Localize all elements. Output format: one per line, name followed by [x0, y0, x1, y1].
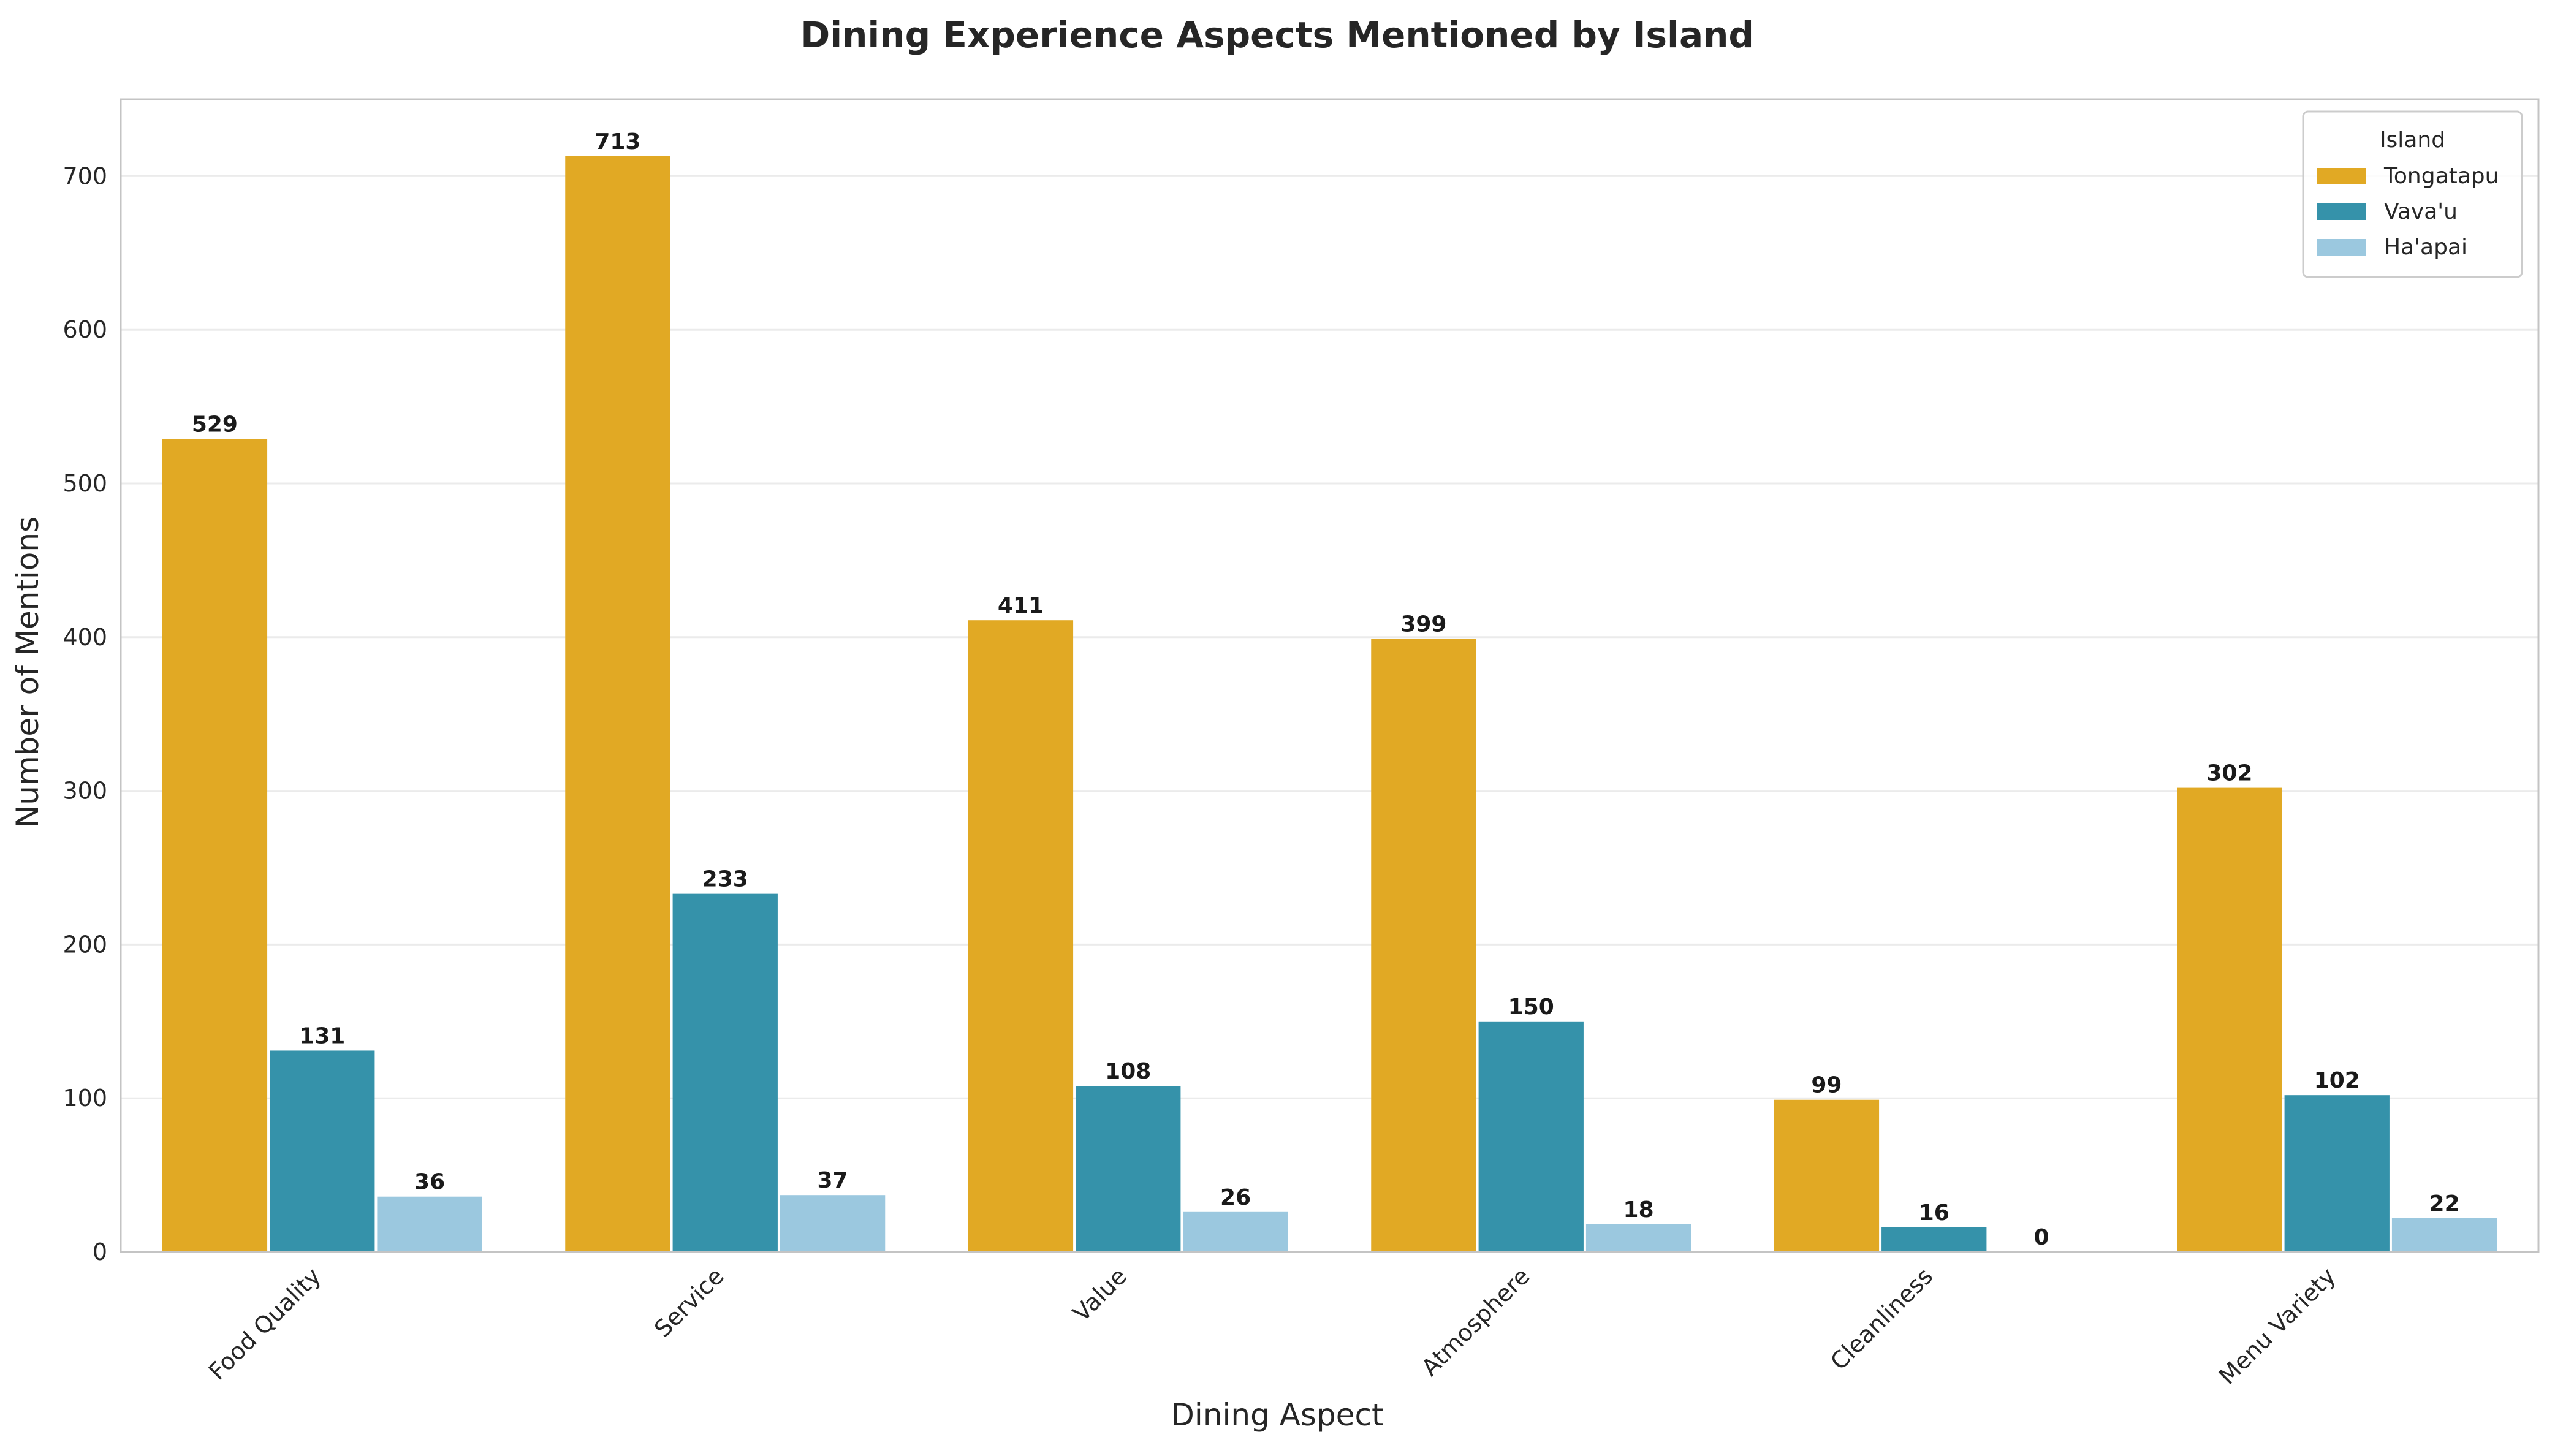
bar-value-label: 108: [1105, 1059, 1151, 1084]
bar: [270, 1050, 375, 1252]
y-tick-label: 600: [63, 316, 107, 343]
bar-value-label: 16: [1919, 1200, 1949, 1226]
bar: [1774, 1099, 1880, 1252]
bar-value-label: 233: [702, 867, 748, 892]
bar-value-label: 131: [299, 1023, 345, 1048]
bar: [672, 893, 778, 1252]
bar: [565, 156, 670, 1252]
bars: [162, 156, 2497, 1253]
plot-frame: [120, 98, 2540, 1253]
bar-value-label: 37: [818, 1168, 848, 1193]
bar-value-label: 399: [1400, 612, 1446, 637]
legend-swatch: [2317, 239, 2366, 256]
bar: [1478, 1021, 1584, 1252]
legend-swatch: [2317, 168, 2366, 184]
bar: [1371, 639, 1476, 1252]
legend-label: Ha'apai: [2384, 235, 2467, 260]
bar: [2284, 1095, 2390, 1252]
bar: [780, 1195, 886, 1252]
y-tick-label: 500: [63, 470, 107, 497]
bar: [1076, 1086, 1181, 1252]
bar-value-label: 150: [1508, 995, 1554, 1020]
legend-box: [2302, 110, 2523, 278]
legend-title: Island: [2380, 127, 2445, 153]
x-tick-label: Service: [649, 1262, 729, 1342]
bar: [1585, 1224, 1691, 1252]
legend-label: Vava'u: [2384, 199, 2458, 224]
bar-value-label: 22: [2429, 1191, 2460, 1216]
bar: [162, 439, 268, 1252]
x-axis-title: Dining Aspect: [1171, 1397, 1383, 1433]
bar-value-label: 713: [594, 129, 640, 154]
legend: Island Tongatapu Vava'u Ha'apai: [2302, 110, 2523, 278]
bar-value-label: 26: [1220, 1185, 1251, 1210]
bar: [2177, 787, 2282, 1252]
x-tick-label: Menu Variety: [2214, 1262, 2341, 1390]
y-tick-label: 700: [63, 162, 107, 189]
bar-value-label: 302: [2206, 761, 2252, 786]
legend-swatch: [2317, 203, 2366, 220]
legend-label: Tongatapu: [2383, 164, 2499, 189]
y-tick-label: 200: [63, 931, 107, 958]
bar-value-label: 102: [2314, 1068, 2360, 1093]
x-tick-label: Value: [1068, 1262, 1132, 1327]
bar: [968, 620, 1074, 1253]
y-axis-title: Number of Mentions: [10, 517, 45, 828]
bar: [1881, 1227, 1987, 1252]
y-tick-label: 0: [93, 1238, 107, 1265]
bar-value-label: 411: [998, 593, 1044, 618]
axes: 0 100 200 300 400 500 600 700 Food Quality Servic…: [63, 98, 2540, 1390]
y-tick-label: 400: [63, 624, 107, 651]
chart-title: Dining Experience Aspects Mentioned by I…: [800, 14, 1754, 56]
y-tick-label: 300: [63, 778, 107, 805]
x-tick-label: Food Quality: [203, 1262, 326, 1385]
bar: [2391, 1218, 2497, 1252]
bar: [1183, 1211, 1288, 1252]
data-labels: 529 131 36 713 233 37 411 108 26 399 150 18 99 16 0 302…: [192, 129, 2460, 1250]
grid-lines: [121, 175, 2538, 1099]
bar-value-label: 0: [2034, 1225, 2049, 1250]
bar: [377, 1196, 482, 1252]
x-tick-label: Cleanliness: [1825, 1262, 1938, 1375]
bar-value-label: 18: [1623, 1197, 1654, 1223]
y-tick-label: 100: [63, 1085, 107, 1112]
x-tick-label: Atmosphere: [1416, 1262, 1535, 1381]
bar-value-label: 529: [192, 412, 238, 437]
bar-value-label: 36: [414, 1170, 445, 1195]
bar-value-label: 99: [1811, 1073, 1842, 1098]
